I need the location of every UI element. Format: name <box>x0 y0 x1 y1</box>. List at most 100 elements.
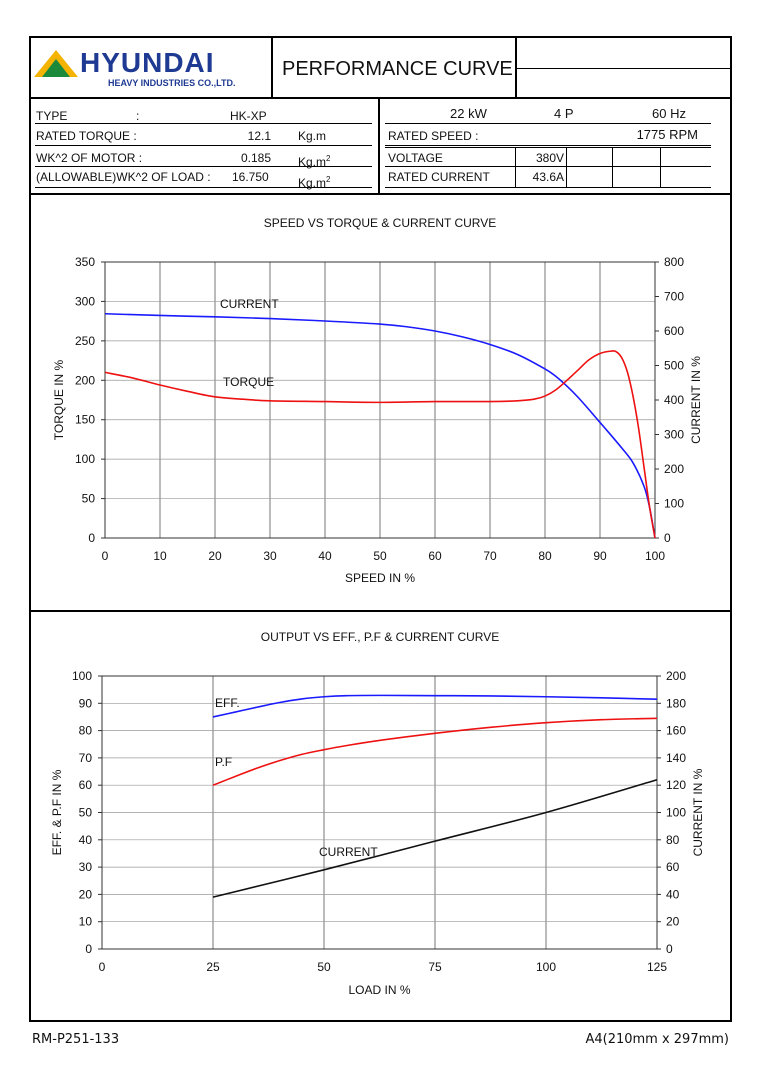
spec-divider <box>378 97 380 194</box>
header-blank-line <box>517 68 730 69</box>
performance-sheet <box>29 36 732 1022</box>
y-tick-label: 100 <box>72 669 92 683</box>
y2-tick-label: 500 <box>664 359 684 373</box>
logo-wordmark: HYUNDAI <box>80 47 215 78</box>
voltage-label: VOLTAGE <box>388 151 443 165</box>
spec-rule <box>35 145 372 146</box>
type-colon: : <box>136 109 140 123</box>
type-label: TYPE <box>36 109 68 123</box>
p-f-series-label: P.F <box>215 755 232 769</box>
spec-cell-divider <box>566 147 567 187</box>
y2-tick-label: 180 <box>666 696 686 710</box>
y-tick-label: 90 <box>79 696 93 710</box>
current-series-label: CURRENT <box>220 297 279 311</box>
y2-axis-label: CURRENT IN % <box>689 356 703 444</box>
y-tick-label: 250 <box>75 334 95 348</box>
spec-rule <box>35 187 372 188</box>
frequency: 60 Hz <box>652 106 686 121</box>
y-tick-label: 50 <box>82 492 96 506</box>
y-tick-label: 10 <box>79 915 93 929</box>
current-series-line <box>212 778 658 898</box>
x-tick-label: 90 <box>593 549 607 563</box>
spec-rule <box>385 145 711 146</box>
y-tick-label: 0 <box>85 942 92 956</box>
logo-subtitle: HEAVY INDUSTRIES CO.,LTD. <box>108 78 236 88</box>
y2-axis-label: CURRENT IN % <box>691 768 705 856</box>
y2-tick-label: 40 <box>666 887 680 901</box>
type-value: HK-XP <box>230 109 267 123</box>
rated-torque-unit: Kg.m <box>298 129 327 143</box>
y2-tick-label: 700 <box>664 290 684 304</box>
spec-rule <box>385 123 711 124</box>
spec-rule <box>35 166 372 167</box>
speed-torque-current-chart: 0 10 20 30 40 50 60 70 80 90 100 0 50 100 150 200 250 300… <box>52 216 703 585</box>
wk-load-unit: Kg.m2 <box>298 173 330 190</box>
rated-speed-value: 1775 RPM <box>636 127 698 142</box>
y-tick-label: 100 <box>75 452 95 466</box>
chart-title: SPEED VS TORQUE & CURRENT CURVE <box>264 216 497 230</box>
y-tick-label: 50 <box>79 806 93 820</box>
output-eff-pf-current-chart: 0 25 50 75 100 125 0 10 20 30 40 50 60 70 80 90 100 0 20 40… <box>50 630 705 997</box>
torque-series-label: TORQUE <box>223 375 274 389</box>
y2-tick-label: 800 <box>664 255 684 269</box>
pole-count: 4 P <box>554 106 574 121</box>
y2-tick-label: 20 <box>666 915 680 929</box>
y-tick-label: 350 <box>75 255 95 269</box>
y-tick-label: 70 <box>79 751 93 765</box>
spec-rule <box>385 187 711 188</box>
document-number: RM-P251-133 <box>32 1032 120 1047</box>
y2-tick-label: 60 <box>666 860 680 874</box>
rated-current-label: RATED CURRENT <box>388 170 490 184</box>
header-divider <box>271 36 273 98</box>
eff-series-label: EFF. <box>215 696 240 710</box>
document-title: PERFORMANCE CURVE <box>282 58 513 80</box>
x-tick-label: 10 <box>153 549 167 563</box>
y2-tick-label: 300 <box>664 428 684 442</box>
x-tick-label: 0 <box>102 549 109 563</box>
hyundai-logo-triangle-icon <box>34 50 78 77</box>
y-axis-label: TORQUE IN % <box>52 359 66 440</box>
rated-current-value: 43.6A <box>532 170 564 184</box>
wk-load-value: 16.750 <box>232 170 269 184</box>
rated-speed-label: RATED SPEED : <box>388 129 479 143</box>
spec-rule <box>385 166 711 167</box>
x-tick-label: 70 <box>483 549 497 563</box>
paper-size: A4(210mm x 297mm) <box>585 1032 729 1047</box>
y-tick-label: 60 <box>79 778 93 792</box>
x-tick-label: 30 <box>263 549 277 563</box>
power-rating: 22 kW <box>450 106 487 121</box>
spec-cell-divider <box>612 147 613 187</box>
y-axis-label: EFF. & P.F IN % <box>50 769 64 855</box>
x-tick-label: 60 <box>428 549 442 563</box>
header-divider <box>515 36 517 98</box>
y-tick-label: 80 <box>79 724 93 738</box>
wk-motor-value: 0.185 <box>240 151 271 165</box>
wk-motor-unit-text: Kg.m <box>298 155 327 169</box>
chart-section-divider <box>29 610 732 612</box>
y2-tick-label: 600 <box>664 324 684 338</box>
y2-tick-label: 140 <box>666 751 686 765</box>
rated-torque-value: 12.1 <box>247 129 271 143</box>
spec-bottom-rule <box>29 193 732 195</box>
x-tick-label: 125 <box>647 960 667 974</box>
x-tick-label: 25 <box>206 960 220 974</box>
wk-motor-label: WK^2 OF MOTOR : <box>36 151 143 165</box>
y2-tick-label: 120 <box>666 778 686 792</box>
x-axis-label: LOAD IN % <box>348 983 410 997</box>
eff-series-line <box>212 694 658 718</box>
wk-motor-unit: Kg.m2 <box>298 152 330 169</box>
y-tick-label: 300 <box>75 294 95 308</box>
y2-tick-label: 0 <box>664 531 671 545</box>
y-tick-label: 200 <box>75 373 95 387</box>
x-tick-label: 50 <box>317 960 331 974</box>
y2-tick-label: 200 <box>664 462 684 476</box>
y2-tick-label: 200 <box>666 669 686 683</box>
spec-rule <box>385 147 711 148</box>
wk-load-unit-text: Kg.m <box>298 176 327 190</box>
wk-load-unit-exponent: 2 <box>326 175 331 184</box>
y2-tick-label: 0 <box>666 942 673 956</box>
spec-rule <box>35 123 372 124</box>
x-axis-label: SPEED IN % <box>345 571 415 585</box>
torque-series-line <box>104 350 656 539</box>
x-tick-label: 20 <box>208 549 222 563</box>
